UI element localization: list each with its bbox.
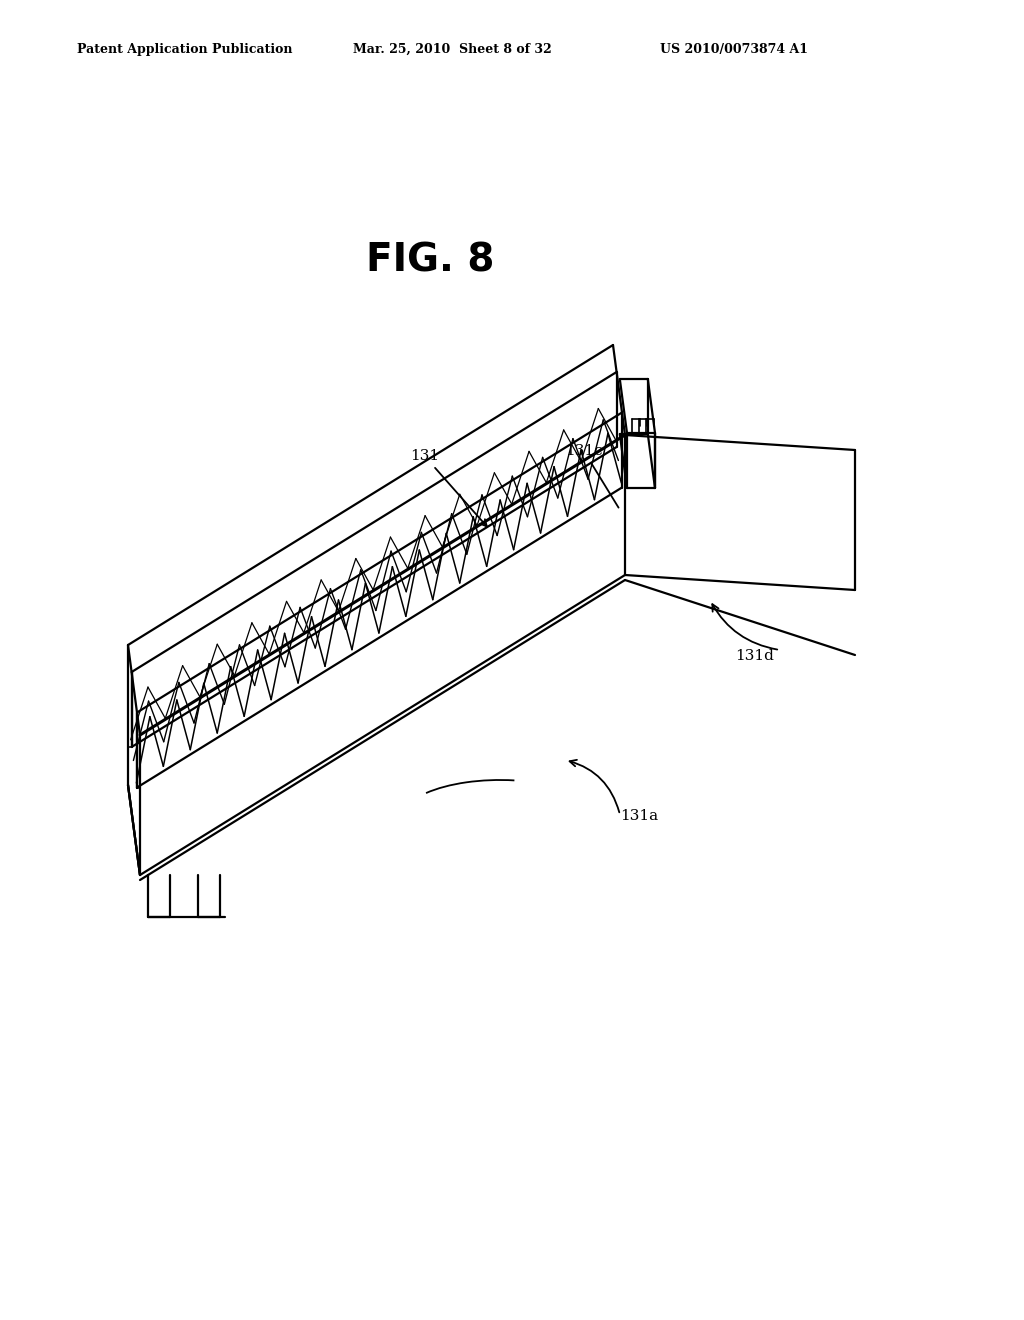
Text: FIG. 8: FIG. 8 xyxy=(366,242,495,279)
Text: Patent Application Publication: Patent Application Publication xyxy=(77,42,292,55)
FancyArrowPatch shape xyxy=(569,760,620,812)
Text: 131d: 131d xyxy=(735,649,774,663)
Text: Mar. 25, 2010  Sheet 8 of 32: Mar. 25, 2010 Sheet 8 of 32 xyxy=(353,42,552,55)
FancyArrowPatch shape xyxy=(713,605,777,649)
Text: 131c: 131c xyxy=(565,444,618,508)
Text: 131: 131 xyxy=(410,449,486,527)
Text: US 2010/0073874 A1: US 2010/0073874 A1 xyxy=(660,42,809,55)
Text: 131a: 131a xyxy=(620,809,658,822)
